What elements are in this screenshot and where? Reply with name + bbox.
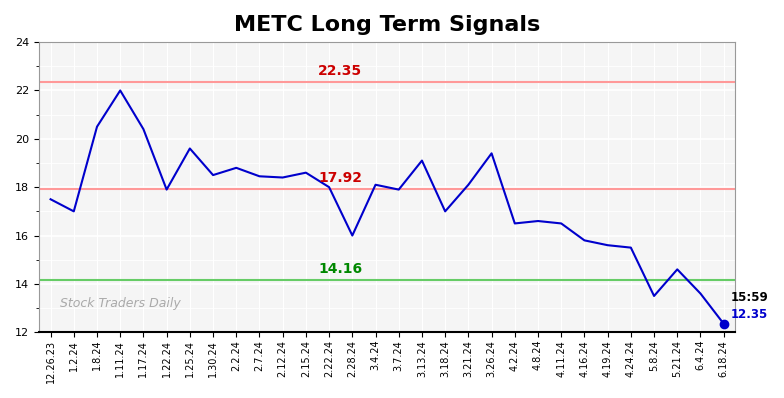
- Title: METC Long Term Signals: METC Long Term Signals: [234, 15, 540, 35]
- Text: 17.92: 17.92: [318, 171, 362, 185]
- Text: 22.35: 22.35: [318, 64, 362, 78]
- Text: 15:59: 15:59: [731, 291, 768, 304]
- Text: 14.16: 14.16: [318, 261, 362, 276]
- Text: 12.35: 12.35: [731, 308, 768, 321]
- Text: Stock Traders Daily: Stock Traders Daily: [60, 297, 180, 310]
